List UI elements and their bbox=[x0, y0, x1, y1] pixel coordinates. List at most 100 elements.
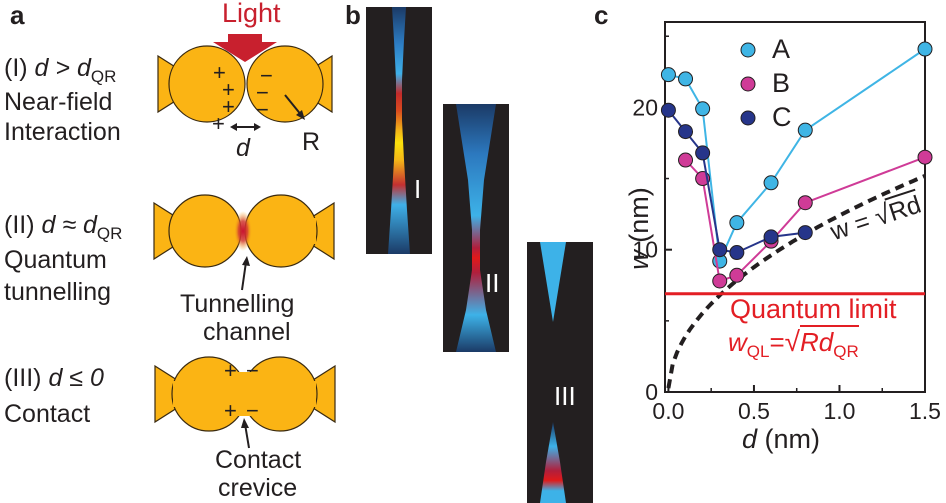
regime-3-prefix: (III) bbox=[4, 364, 49, 392]
plus-charge-3: + bbox=[222, 94, 235, 119]
panel-a-letter: a bbox=[10, 0, 25, 30]
legend-marker-B bbox=[740, 76, 756, 92]
series-A-point-5 bbox=[763, 175, 779, 191]
regime-2-sub: QR bbox=[96, 224, 123, 243]
minus-charge-3: − bbox=[256, 97, 269, 122]
x-tick-label-2: 1.0 bbox=[823, 398, 855, 424]
wql-radicand-sub: QR bbox=[833, 342, 859, 362]
sqrt-curve bbox=[666, 174, 926, 389]
field-map-strip-1 bbox=[366, 7, 432, 254]
plot-frame bbox=[664, 21, 926, 393]
panel-b-letter: b bbox=[345, 0, 361, 30]
series-B-point-5 bbox=[797, 195, 813, 211]
regime-2-formula: d ≈ d bbox=[41, 211, 97, 239]
light-arrow-icon bbox=[213, 34, 277, 62]
radius-arrow bbox=[284, 94, 305, 120]
series-B-point-0 bbox=[678, 152, 694, 168]
regime-1-relation: (I) d > dQR bbox=[4, 54, 116, 91]
wql-eq: = bbox=[769, 327, 785, 357]
tunnelling-label-1: Tunnelling bbox=[180, 290, 295, 318]
regime-1-sub: QR bbox=[90, 67, 117, 86]
series-C-point-1 bbox=[678, 124, 694, 140]
quantum-limit-label: Quantum limit bbox=[730, 294, 897, 324]
y-tick-label-0: 0 bbox=[645, 379, 658, 405]
x-tick-label-3: 1.5 bbox=[909, 398, 941, 424]
series-C-point-2 bbox=[695, 145, 711, 161]
series-C-point-6 bbox=[797, 225, 813, 241]
y-tick-label-2: 20 bbox=[632, 94, 658, 120]
regime-3-line2: Contact bbox=[4, 400, 91, 428]
series-A-point-0 bbox=[660, 67, 676, 83]
series-A-point-2 bbox=[695, 101, 711, 117]
wql-var: w bbox=[728, 327, 747, 357]
regime-1-line3: Interaction bbox=[4, 118, 121, 146]
y-tick-label-1: 10 bbox=[632, 237, 658, 263]
tunnelling-label-2: channel bbox=[203, 318, 291, 346]
wql-formula: wQL=√RdQR bbox=[728, 325, 859, 362]
strip-3-label: III bbox=[554, 381, 576, 411]
charges-dimer-3: + − + − bbox=[224, 358, 259, 423]
wql-radicand-group: RdQR bbox=[800, 325, 859, 361]
light-label: Light bbox=[222, 0, 281, 28]
plus-charge-4: + bbox=[212, 111, 225, 136]
regime-3-relation: (III) d ≤ 0 bbox=[4, 364, 104, 392]
wql-radicand: Rd bbox=[800, 327, 834, 357]
field-map-strip-2 bbox=[443, 104, 509, 352]
plus-charge-c1: + bbox=[224, 358, 237, 383]
series-C-point-5 bbox=[763, 229, 779, 245]
legend-label-a: A bbox=[772, 34, 791, 64]
tunnelling-channel-glow bbox=[234, 211, 252, 251]
series-B-point-2 bbox=[712, 273, 728, 289]
panel-c-letter: c bbox=[594, 0, 609, 30]
radius-label: R bbox=[302, 128, 320, 156]
regime-3-formula: d ≤ 0 bbox=[48, 364, 104, 392]
minus-charge-1: − bbox=[260, 63, 273, 88]
regime-2-prefix: (II) bbox=[4, 211, 42, 239]
regime-1-line2: Near-field bbox=[4, 88, 113, 116]
plus-charge-2: + bbox=[222, 77, 235, 102]
y-axis-unit: (nm) bbox=[623, 187, 654, 251]
dimer-1 bbox=[157, 45, 333, 123]
y-axis-var: w bbox=[623, 250, 654, 270]
strip-2-label: II bbox=[485, 268, 499, 298]
legend-label-c: C bbox=[772, 102, 792, 132]
charges-dimer-1: + + + + − − − bbox=[212, 60, 273, 136]
minus-charge-c1: − bbox=[246, 358, 259, 383]
x-axis-unit: (nm) bbox=[757, 424, 821, 454]
x-tick-label-0: 0.0 bbox=[652, 398, 684, 424]
regime-2-line3: tunnelling bbox=[4, 278, 112, 306]
x-axis-label: d (nm) bbox=[742, 424, 820, 455]
series-A-point-1 bbox=[678, 71, 694, 87]
series-A-point-7 bbox=[917, 41, 933, 57]
tunnelling-arrow bbox=[241, 256, 250, 291]
minus-charge-c2: − bbox=[246, 398, 259, 423]
series-B-point-6 bbox=[917, 149, 933, 165]
dimer-3 bbox=[154, 356, 336, 432]
dimer-2 bbox=[153, 194, 335, 268]
regime-2-line2: Quantum bbox=[4, 246, 107, 274]
wql-sub: QL bbox=[746, 342, 770, 362]
legend-marker-A bbox=[740, 42, 756, 58]
strip-1-label: I bbox=[414, 174, 421, 204]
plus-charge-c2: + bbox=[224, 398, 237, 423]
minus-charge-2: − bbox=[256, 80, 269, 105]
contact-arrow bbox=[241, 418, 250, 449]
wql-sqrt: √ bbox=[784, 326, 801, 357]
regime-1-formula: d > d bbox=[34, 54, 91, 82]
series-C-point-3 bbox=[712, 242, 728, 258]
series-B-point-3 bbox=[729, 267, 745, 283]
series-C-point-4 bbox=[729, 245, 745, 261]
series-A-point-4 bbox=[729, 215, 745, 231]
gap-label: d bbox=[236, 134, 251, 162]
y-axis-label: w (nm) bbox=[624, 187, 655, 270]
regime-1-prefix: (I) bbox=[4, 54, 35, 82]
x-tick-label-1: 0.5 bbox=[738, 398, 770, 424]
x-axis-var: d bbox=[742, 424, 758, 454]
series-A-point-6 bbox=[797, 122, 813, 138]
legend-label-b: B bbox=[772, 68, 791, 98]
contact-label-2: crevice bbox=[218, 474, 298, 502]
regime-2-relation: (II) d ≈ dQR bbox=[4, 211, 122, 248]
